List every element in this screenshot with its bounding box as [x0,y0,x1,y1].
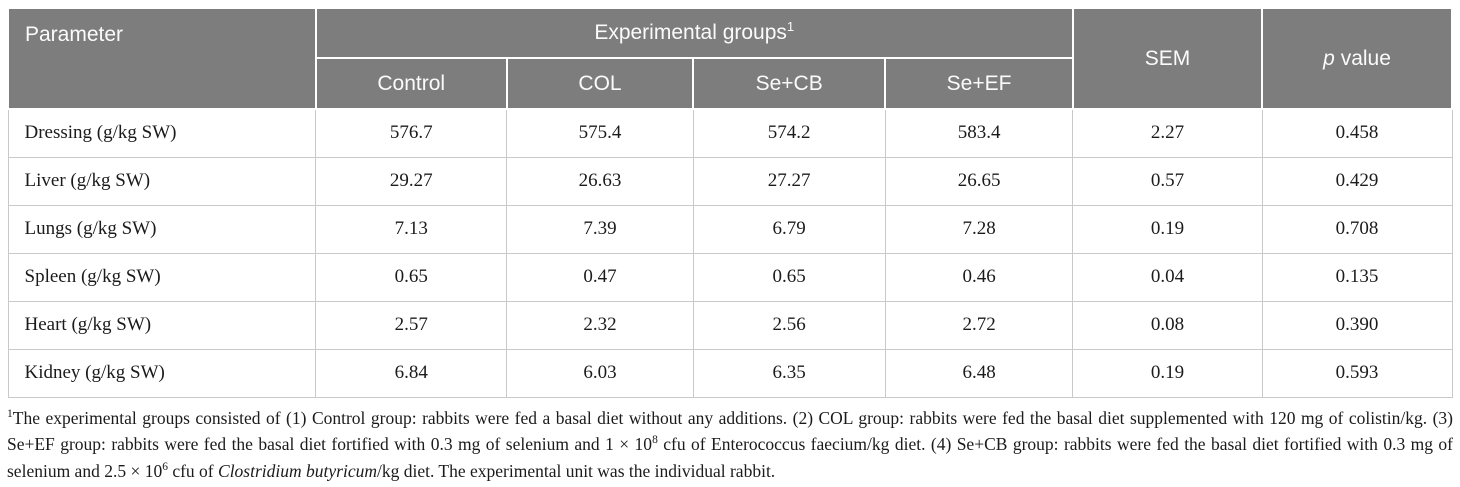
row-label: Dressing (g/kg SW) [7,108,317,158]
row-label: Spleen (g/kg SW) [7,252,317,302]
footnote-text: cfu of Enterococcus faecium/kg diet. (4)… [7,434,1453,482]
cell-value: 575.4 [506,108,694,158]
cell-value: 26.63 [506,156,694,206]
cell-value: 0.46 [884,252,1074,302]
cell-value: 576.7 [315,108,508,158]
species-name-italic: Clostridium butyricum [218,461,377,482]
cell-value: 0.04 [1072,252,1263,302]
cell-value: 574.2 [692,108,886,158]
cell-value: 0.429 [1261,156,1453,206]
column-header-sem: SEM [1071,7,1264,110]
cell-value: 7.28 [884,204,1074,254]
column-header-parameter: Parameter [7,7,317,110]
cell-value: 7.13 [315,204,508,254]
cell-value: 2.56 [692,300,886,350]
footnote-text: The experimental groups consisted of (1)… [7,407,1453,455]
cell-value: 27.27 [692,156,886,206]
footnote-marker: 1 [7,407,13,420]
results-table: Parameter Experimental groups1 SEM p val… [7,7,1453,398]
cell-value: 6.79 [692,204,886,254]
p-value-italic-p: p [1323,46,1335,70]
row-label: Liver (g/kg SW) [7,156,317,206]
cell-value: 0.390 [1261,300,1453,350]
table-row: Liver (g/kg SW) 29.27 26.63 27.27 26.65 … [7,156,1453,206]
cell-value: 0.135 [1261,252,1453,302]
cell-value: 2.27 [1072,108,1263,158]
cell-value: 0.458 [1261,108,1453,158]
cell-value: 583.4 [884,108,1074,158]
row-label: Kidney (g/kg SW) [7,348,317,398]
cell-value: 0.57 [1072,156,1263,206]
column-header-experimental-groups: Experimental groups1 [314,7,1074,59]
row-label: Lungs (g/kg SW) [7,204,317,254]
cell-value: 6.48 [884,348,1074,398]
experimental-groups-footnote-marker: 1 [786,19,795,34]
column-header-control: Control [314,57,508,110]
footnote-exponent: 8 [652,434,658,447]
column-header-p-value: p value [1261,7,1453,110]
table-footnote: 1The experimental groups consisted of (1… [7,405,1453,485]
column-header-col: COL [505,57,695,110]
table-row: Kidney (g/kg SW) 6.84 6.03 6.35 6.48 0.1… [7,348,1453,398]
footnote-exponent: 6 [162,461,168,474]
column-header-se-ef: Se+EF [884,57,1074,110]
cell-value: 2.32 [506,300,694,350]
table-row: Heart (g/kg SW) 2.57 2.32 2.56 2.72 0.08… [7,300,1453,350]
column-header-se-cb: Se+CB [692,57,887,110]
cell-value: 0.65 [315,252,508,302]
cell-value: 6.84 [315,348,508,398]
cell-value: 0.65 [692,252,886,302]
cell-value: 0.708 [1261,204,1453,254]
row-label: Heart (g/kg SW) [7,300,317,350]
cell-value: 29.27 [315,156,508,206]
table-row: Spleen (g/kg SW) 0.65 0.47 0.65 0.46 0.0… [7,252,1453,302]
experimental-groups-label: Experimental groups [594,21,787,44]
cell-value: 2.57 [315,300,508,350]
table-row: Lungs (g/kg SW) 7.13 7.39 6.79 7.28 0.19… [7,204,1453,254]
cell-value: 0.19 [1072,348,1263,398]
cell-value: 6.03 [506,348,694,398]
cell-value: 7.39 [506,204,694,254]
cell-value: 2.72 [884,300,1074,350]
cell-value: 0.47 [506,252,694,302]
footnote-text: cfu of [167,461,219,482]
table-row: Dressing (g/kg SW) 576.7 575.4 574.2 583… [7,108,1453,158]
p-value-label: value [1334,46,1391,70]
cell-value: 0.19 [1072,204,1263,254]
cell-value: 0.08 [1072,300,1263,350]
cell-value: 26.65 [884,156,1074,206]
cell-value: 0.593 [1261,348,1453,398]
footnote-text: /kg diet. The experimental unit was the … [376,461,776,482]
cell-value: 6.35 [692,348,886,398]
